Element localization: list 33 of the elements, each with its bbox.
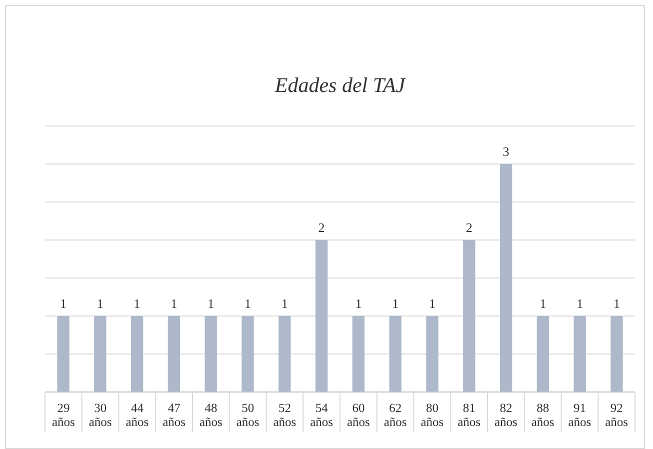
data-label: 1 (428, 296, 436, 311)
chart-title: Edades del TAJ (274, 73, 407, 97)
x-tick-label: 48 años (199, 401, 223, 429)
data-label: 1 (170, 296, 178, 311)
data-label: 1 (134, 296, 140, 311)
x-tick-label: 50 años (236, 401, 260, 429)
x-tick-label: 47 años (162, 401, 186, 429)
data-label: 1 (540, 296, 546, 311)
data-label: 1 (208, 296, 214, 311)
x-tick-label: 60 años (346, 401, 370, 429)
x-tick-label: 52 años (273, 401, 296, 429)
data-label: 2 (318, 220, 325, 235)
x-tick-label: 82 años (494, 401, 518, 429)
data-label: 1 (244, 296, 252, 311)
x-tick-label: 81 años (458, 401, 481, 429)
data-label: 1 (355, 296, 362, 311)
x-tick-label: 29 años (52, 401, 76, 429)
data-label: 1 (576, 296, 584, 311)
data-label: 1 (96, 296, 104, 311)
x-tick-label: 30 años (88, 401, 112, 429)
x-tick-label: 80 años (420, 401, 444, 429)
data-label: 2 (466, 220, 472, 235)
data-label: 1 (613, 296, 620, 311)
x-tick-label: 92 años (605, 401, 628, 429)
x-tick-label: 54 años (310, 401, 334, 429)
x-tick-label: 88 años (531, 401, 554, 429)
data-label: 1 (281, 296, 288, 311)
x-tick-label: 44 años (126, 401, 149, 429)
x-tick-label: 91 años (568, 401, 592, 429)
data-label: 3 (502, 144, 510, 159)
data-label: 1 (60, 296, 67, 311)
data-label: 1 (392, 296, 399, 311)
x-tick-label: 62 años (384, 401, 407, 429)
